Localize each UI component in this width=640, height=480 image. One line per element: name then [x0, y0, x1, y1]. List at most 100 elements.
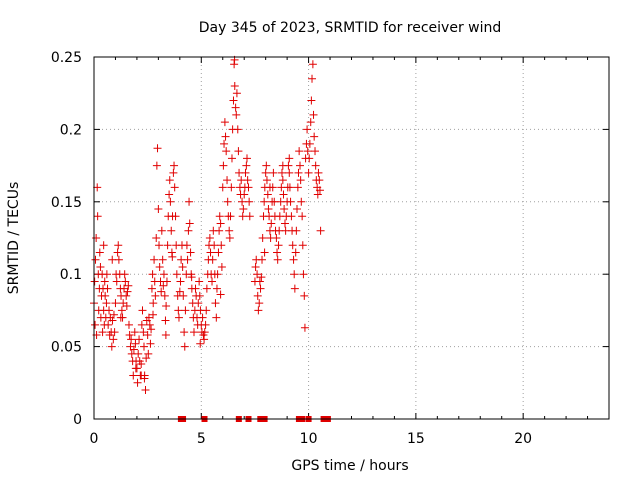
data-point: [184, 226, 193, 235]
data-point: [109, 335, 118, 344]
data-point: [217, 262, 226, 271]
data-point: [157, 226, 166, 235]
data-point: [109, 310, 118, 319]
data-point: [123, 287, 132, 296]
data-point: [181, 306, 190, 315]
data-point: [216, 290, 225, 299]
data-point: [297, 197, 306, 206]
data-point: [150, 255, 159, 264]
data-point: [226, 212, 235, 221]
data-point: [117, 306, 126, 315]
x-tick-label: 15: [407, 431, 425, 447]
data-point: [96, 262, 105, 271]
data-point: [159, 270, 168, 279]
data-point: [170, 183, 179, 192]
data-point: [296, 161, 304, 170]
data-point: [222, 147, 231, 156]
data-point: [101, 291, 110, 300]
data-point: [290, 284, 299, 293]
data-point: [310, 132, 319, 141]
data-point: [145, 320, 154, 329]
data-point: [134, 349, 143, 358]
data-point: [239, 205, 248, 214]
data-point: [91, 255, 100, 264]
data-point: [305, 154, 314, 163]
data-point: [161, 331, 170, 340]
data-point: [303, 147, 312, 156]
data-point: [280, 219, 289, 228]
data-point: [202, 306, 211, 315]
data-point: [144, 313, 153, 322]
data-point: [170, 161, 179, 170]
data-point: [306, 118, 315, 127]
data-point: [216, 219, 225, 228]
data-point: [238, 197, 247, 206]
data-point: [308, 60, 317, 69]
y-axis-label: SRMTID / TECUs: [6, 182, 22, 295]
data-point: [108, 316, 117, 325]
data-point: [242, 154, 251, 163]
data-point: [255, 277, 264, 286]
data-point: [273, 255, 282, 264]
data-point: [221, 132, 230, 141]
data-point: [153, 144, 162, 153]
data-point: [286, 197, 295, 206]
data-point: [183, 255, 192, 264]
data-point: [174, 306, 183, 315]
data-point: [245, 197, 254, 206]
data-point: [232, 110, 241, 119]
data-point: [138, 306, 147, 315]
data-point: [140, 374, 149, 383]
data-point: [253, 291, 262, 300]
data-point: [258, 234, 267, 242]
data-point: [110, 328, 119, 337]
data-point: [116, 313, 125, 322]
data-point: [194, 299, 203, 308]
data-point: [100, 277, 109, 286]
data-point: [91, 320, 100, 329]
data-point: [195, 277, 204, 286]
data-point: [300, 323, 309, 332]
data-point: [103, 284, 112, 293]
data-point: [217, 241, 226, 250]
data-point: [186, 248, 195, 257]
data-point: [234, 147, 243, 156]
data-point: [307, 96, 316, 105]
data-point: [305, 139, 314, 148]
data-point: [208, 277, 217, 286]
data-point: [238, 212, 247, 221]
data-point: [223, 197, 232, 206]
data-point: [137, 320, 146, 329]
y-tick-label: 0: [73, 412, 82, 428]
data-point: [240, 190, 249, 199]
data-point: [288, 241, 297, 250]
data-point: [147, 284, 156, 293]
data-point: [225, 226, 234, 235]
data-point: [278, 176, 287, 185]
x-tick-label: 5: [197, 431, 206, 447]
data-point: [311, 147, 320, 156]
data-point: [102, 270, 111, 279]
data-point: [292, 205, 301, 214]
data-point: [285, 183, 294, 192]
data-point: [152, 234, 161, 242]
data-point: [299, 270, 308, 279]
data-point: [315, 176, 324, 185]
data-point: [200, 335, 209, 344]
data-point: [148, 270, 157, 279]
data-point: [290, 270, 299, 279]
x-tick-label: 0: [90, 431, 99, 447]
data-point: [185, 197, 194, 206]
data-point: [254, 306, 263, 315]
data-point: [298, 212, 307, 221]
data-point: [287, 212, 296, 221]
data-point: [155, 241, 164, 250]
data-point: [122, 302, 131, 311]
data-point: [300, 291, 309, 300]
data-point: [149, 299, 158, 308]
data-point: [245, 212, 254, 221]
data-point: [113, 248, 122, 257]
data-point: [263, 190, 272, 199]
data-point: [205, 234, 214, 242]
